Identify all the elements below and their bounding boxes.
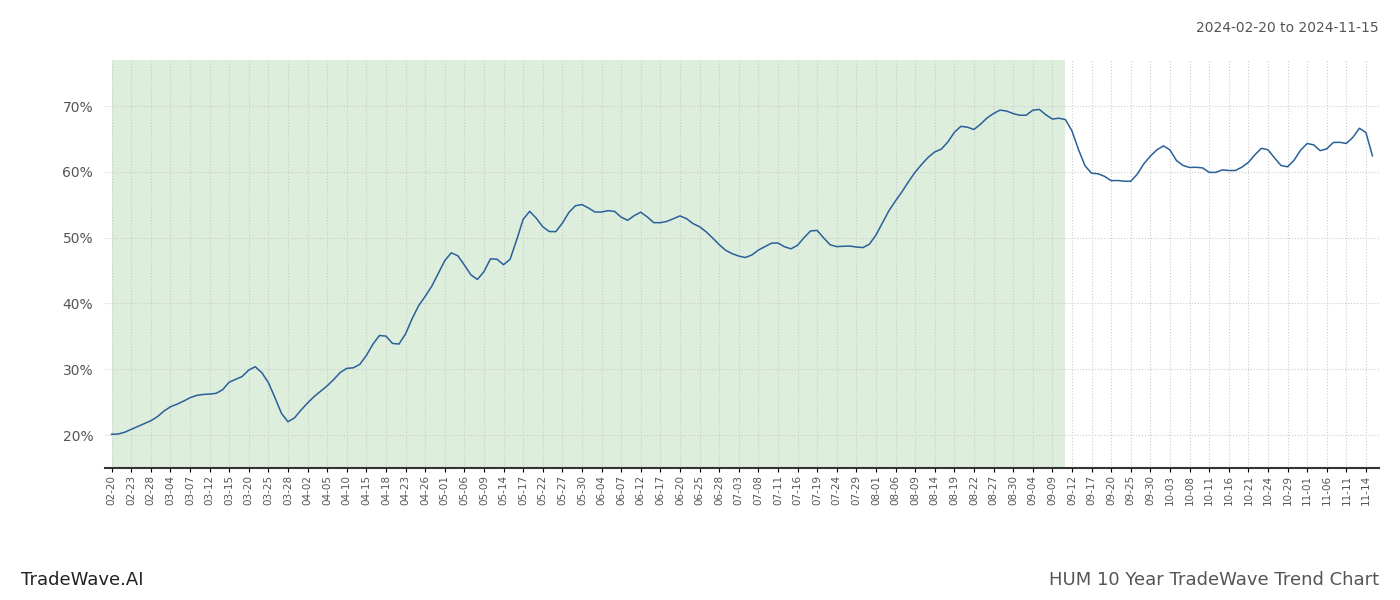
Text: HUM 10 Year TradeWave Trend Chart: HUM 10 Year TradeWave Trend Chart [1049, 571, 1379, 589]
Bar [112, 60, 1065, 468]
Text: 2024-02-20 to 2024-11-15: 2024-02-20 to 2024-11-15 [1197, 21, 1379, 35]
Text: TradeWave.AI: TradeWave.AI [21, 571, 143, 589]
